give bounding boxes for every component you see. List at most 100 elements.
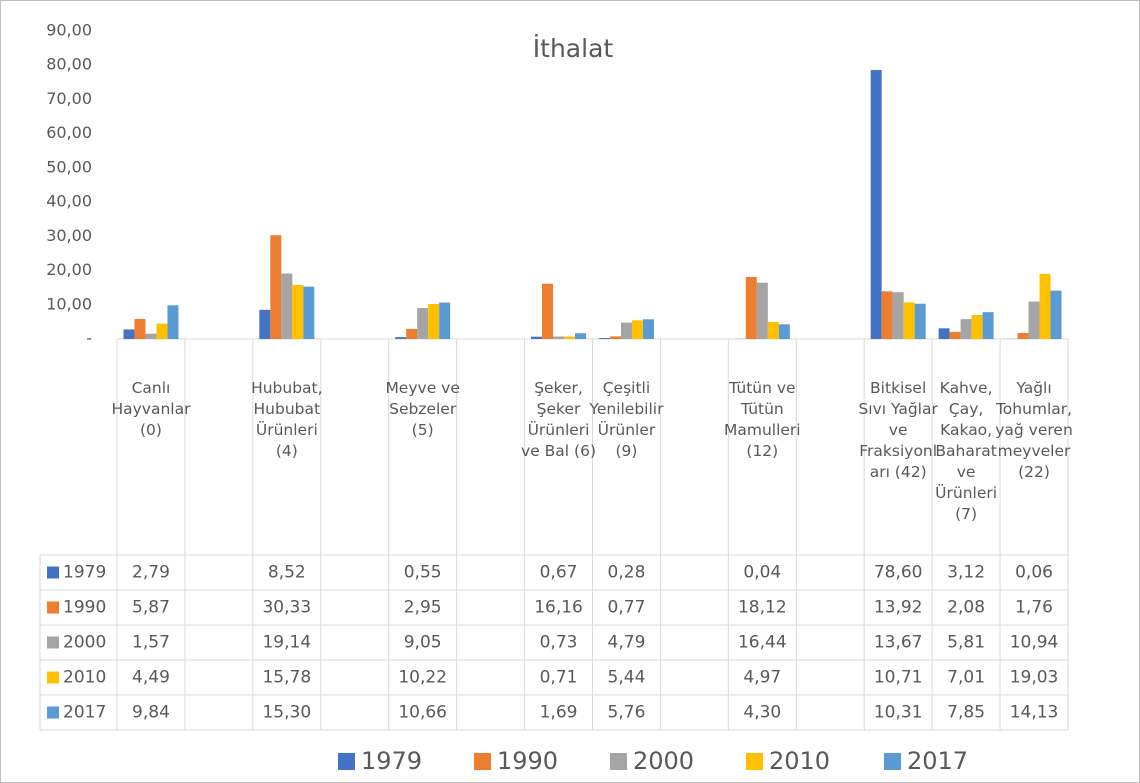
bar (609, 336, 621, 339)
table-value: 4,79 (608, 633, 646, 653)
table-value: 1,76 (1015, 598, 1053, 618)
bar (428, 304, 440, 339)
x-tick-label: Yağlı Tohumlar, yağ veren meyveler (22) (995, 379, 1073, 481)
bar (982, 312, 994, 339)
table-value: 9,05 (404, 633, 442, 653)
bar (564, 336, 576, 339)
bar (123, 329, 135, 339)
table-value: 13,67 (874, 633, 923, 653)
y-tick-label: 90,00 (46, 21, 92, 40)
table-row-label: 1979 (63, 563, 106, 583)
bar (167, 305, 179, 339)
table-value: 19,03 (1010, 668, 1059, 688)
bar (542, 283, 554, 339)
x-category-box: Çeşitli Yenilebilir Ürünler (9) (589, 379, 664, 460)
table-value: 10,31 (874, 703, 923, 723)
y-tick-label: 70,00 (46, 89, 92, 108)
legend-label: 1990 (497, 747, 558, 775)
table-legend-key (47, 706, 59, 719)
table-value: 4,49 (132, 668, 170, 688)
bar (642, 319, 654, 339)
legend-label: 2017 (907, 747, 968, 775)
bar (745, 276, 757, 339)
bar (631, 320, 643, 339)
bar (756, 282, 768, 339)
table-value: 5,87 (132, 598, 170, 618)
y-tick-label: - (86, 329, 92, 348)
table-row-label: 2010 (63, 668, 106, 688)
table-value: 10,22 (398, 668, 447, 688)
table-row-label: 2000 (63, 633, 106, 653)
legend-key (474, 753, 491, 770)
bar (914, 303, 926, 339)
table-value: 13,92 (874, 598, 923, 618)
table-value: 5,44 (608, 668, 646, 688)
table-legend-key (47, 601, 59, 614)
bar (406, 328, 418, 339)
bar (892, 292, 904, 339)
x-category-box: Yağlı Tohumlar, yağ veren meyveler (22) (995, 379, 1073, 481)
x-tick-label: Meyve ve Sebzeler (5) (385, 379, 460, 439)
bar (903, 302, 915, 339)
table-row-label: 1990 (63, 598, 106, 618)
table-value: 4,30 (743, 703, 781, 723)
legend-key (338, 753, 355, 770)
table-value: 18,12 (738, 598, 787, 618)
bar (417, 308, 429, 339)
table-value: 0,71 (540, 668, 578, 688)
bar (1028, 301, 1040, 339)
table-value: 10,66 (398, 703, 447, 723)
table-value: 1,69 (540, 703, 578, 723)
bar (1017, 332, 1029, 339)
chart-title: İthalat (533, 34, 614, 63)
legend-label: 2000 (633, 747, 694, 775)
bar (938, 328, 950, 339)
x-tick-label: Bitkisel Sıvı Yağlar ve Fraksiyonları (4… (858, 379, 938, 481)
x-tick-label: Canlı Hayvanlar (0) (111, 379, 191, 439)
bar (553, 336, 565, 339)
table-value: 9,84 (132, 703, 170, 723)
table-value: 14,13 (1010, 703, 1059, 723)
bar (259, 309, 271, 339)
table-value: 4,97 (743, 668, 781, 688)
bar (870, 70, 882, 339)
table-legend-key (47, 636, 59, 649)
legend-label: 2010 (769, 747, 830, 775)
table-value: 2,95 (404, 598, 442, 618)
table-value: 19,14 (262, 633, 311, 653)
table-value: 7,01 (947, 668, 985, 688)
table-value: 10,71 (874, 668, 923, 688)
legend-key (746, 753, 763, 770)
table-value: 16,16 (534, 598, 583, 618)
y-tick-label: 40,00 (46, 192, 92, 211)
legend-key (610, 753, 627, 770)
bar (281, 273, 293, 339)
table-value: 0,55 (404, 563, 442, 583)
table-value: 0,73 (540, 633, 578, 653)
table-value: 8,52 (268, 563, 306, 583)
table-value: 0,04 (743, 563, 781, 583)
y-tick-label: 30,00 (46, 226, 92, 245)
y-tick-label: 50,00 (46, 157, 92, 176)
bar (949, 331, 961, 339)
table-value: 30,33 (262, 598, 311, 618)
table-value: 5,76 (608, 703, 646, 723)
bar (971, 315, 983, 339)
table-value: 78,60 (874, 563, 923, 583)
bar (1039, 273, 1051, 339)
bar (439, 302, 451, 339)
table-value: 0,06 (1015, 563, 1053, 583)
y-tick-label: 20,00 (46, 260, 92, 279)
table-legend-key (47, 566, 59, 579)
x-tick-label: Çeşitli Yenilebilir Ürünler (9) (589, 379, 664, 460)
bar (767, 321, 779, 339)
table-value: 2,08 (947, 598, 985, 618)
table-value: 1,57 (132, 633, 170, 653)
table-value: 5,81 (947, 633, 985, 653)
table-legend-key (47, 671, 59, 684)
bar (531, 336, 543, 339)
x-tick-label: Şeker, Şeker Ürünleri ve Bal (6) (521, 379, 596, 460)
x-tick-label: Hububat, Hububat Ürünleri (4) (251, 379, 323, 460)
